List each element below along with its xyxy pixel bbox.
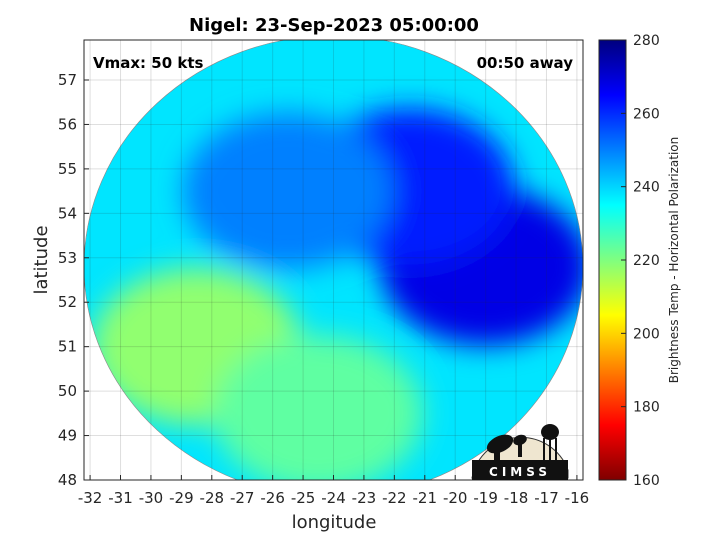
colorbar-tick-label: 280 [633, 33, 660, 49]
x-tick-label: -27 [230, 489, 255, 507]
x-tick-label: -31 [108, 489, 133, 507]
x-tick-label: -29 [169, 489, 194, 507]
cimss-logo: CIMSS [471, 424, 569, 480]
y-axis-ticks: 48 49 50 51 52 53 54 55 56 57 [58, 71, 89, 489]
logo-text: CIMSS [489, 465, 551, 479]
field-region [213, 334, 424, 480]
colorbar-tick-label: 260 [633, 106, 660, 122]
time-away-annotation: 00:50 away [477, 54, 574, 72]
x-tick-label: -22 [382, 489, 407, 507]
y-tick-label: 48 [58, 471, 77, 489]
colorbar-tick-label: 200 [633, 326, 660, 342]
x-axis-ticks: -32 -31 -30 -29 -28 -27 -26 -25 -24 -23 -22 -21 -20-… [78, 475, 589, 507]
plot-area: -32 -31 -30 -29 -28 -27 -26 -25 -24 -23 -22 -21 -20-… [58, 39, 589, 507]
y-tick-label: 54 [58, 204, 77, 222]
y-tick-label: 53 [58, 249, 77, 267]
x-tick-label: -24 [321, 489, 346, 507]
x-tick-label: -19 [473, 489, 498, 507]
vmax-annotation: Vmax: 50 kts [93, 54, 203, 72]
x-tick-label: -23 [352, 489, 377, 507]
colorbar-tick-label: 220 [633, 253, 660, 269]
swath-disc [84, 40, 583, 480]
y-tick-label: 49 [58, 427, 77, 445]
x-tick-label: -17 [534, 489, 559, 507]
x-tick-label: -32 [78, 489, 103, 507]
y-tick-label: 55 [58, 160, 77, 178]
x-tick-label: -21 [413, 489, 438, 507]
y-tick-label: 52 [58, 293, 77, 311]
colorbar-tick-label: 240 [633, 180, 660, 196]
y-tick-label: 56 [58, 115, 77, 133]
x-tick-label: -18 [504, 489, 529, 507]
logo-water-tower-icon [541, 424, 559, 460]
x-tick-label: -28 [200, 489, 225, 507]
y-axis-label: latitude [31, 225, 52, 294]
y-tick-label: 50 [58, 382, 77, 400]
x-tick-label: -30 [139, 489, 164, 507]
x-tick-label: -25 [291, 489, 316, 507]
swath-field [84, 40, 583, 480]
logo-band [472, 460, 568, 480]
colorbar-ticks: 160 180 200 220 240 260 280 [621, 33, 660, 489]
x-tick-label: -20 [443, 489, 468, 507]
logo-dish-icon [486, 434, 527, 460]
x-tick-label: -16 [565, 489, 590, 507]
y-tick-label: 51 [58, 338, 77, 356]
x-tick-label: -26 [260, 489, 285, 507]
field-region [183, 112, 393, 270]
y-tick-label: 57 [58, 71, 77, 89]
colorbar-tick-label: 180 [633, 400, 660, 416]
colorbar-label: Brightness Temp - Horizontal Polarizatio… [667, 137, 681, 384]
x-axis-label: longitude [292, 512, 377, 533]
colorbar: 160 180 200 220 240 260 280 Brightness Temp - … [598, 33, 681, 489]
colorbar-tick-label: 160 [633, 473, 660, 489]
chart-title: Nigel: 23-Sep-2023 05:00:00 [189, 15, 479, 36]
